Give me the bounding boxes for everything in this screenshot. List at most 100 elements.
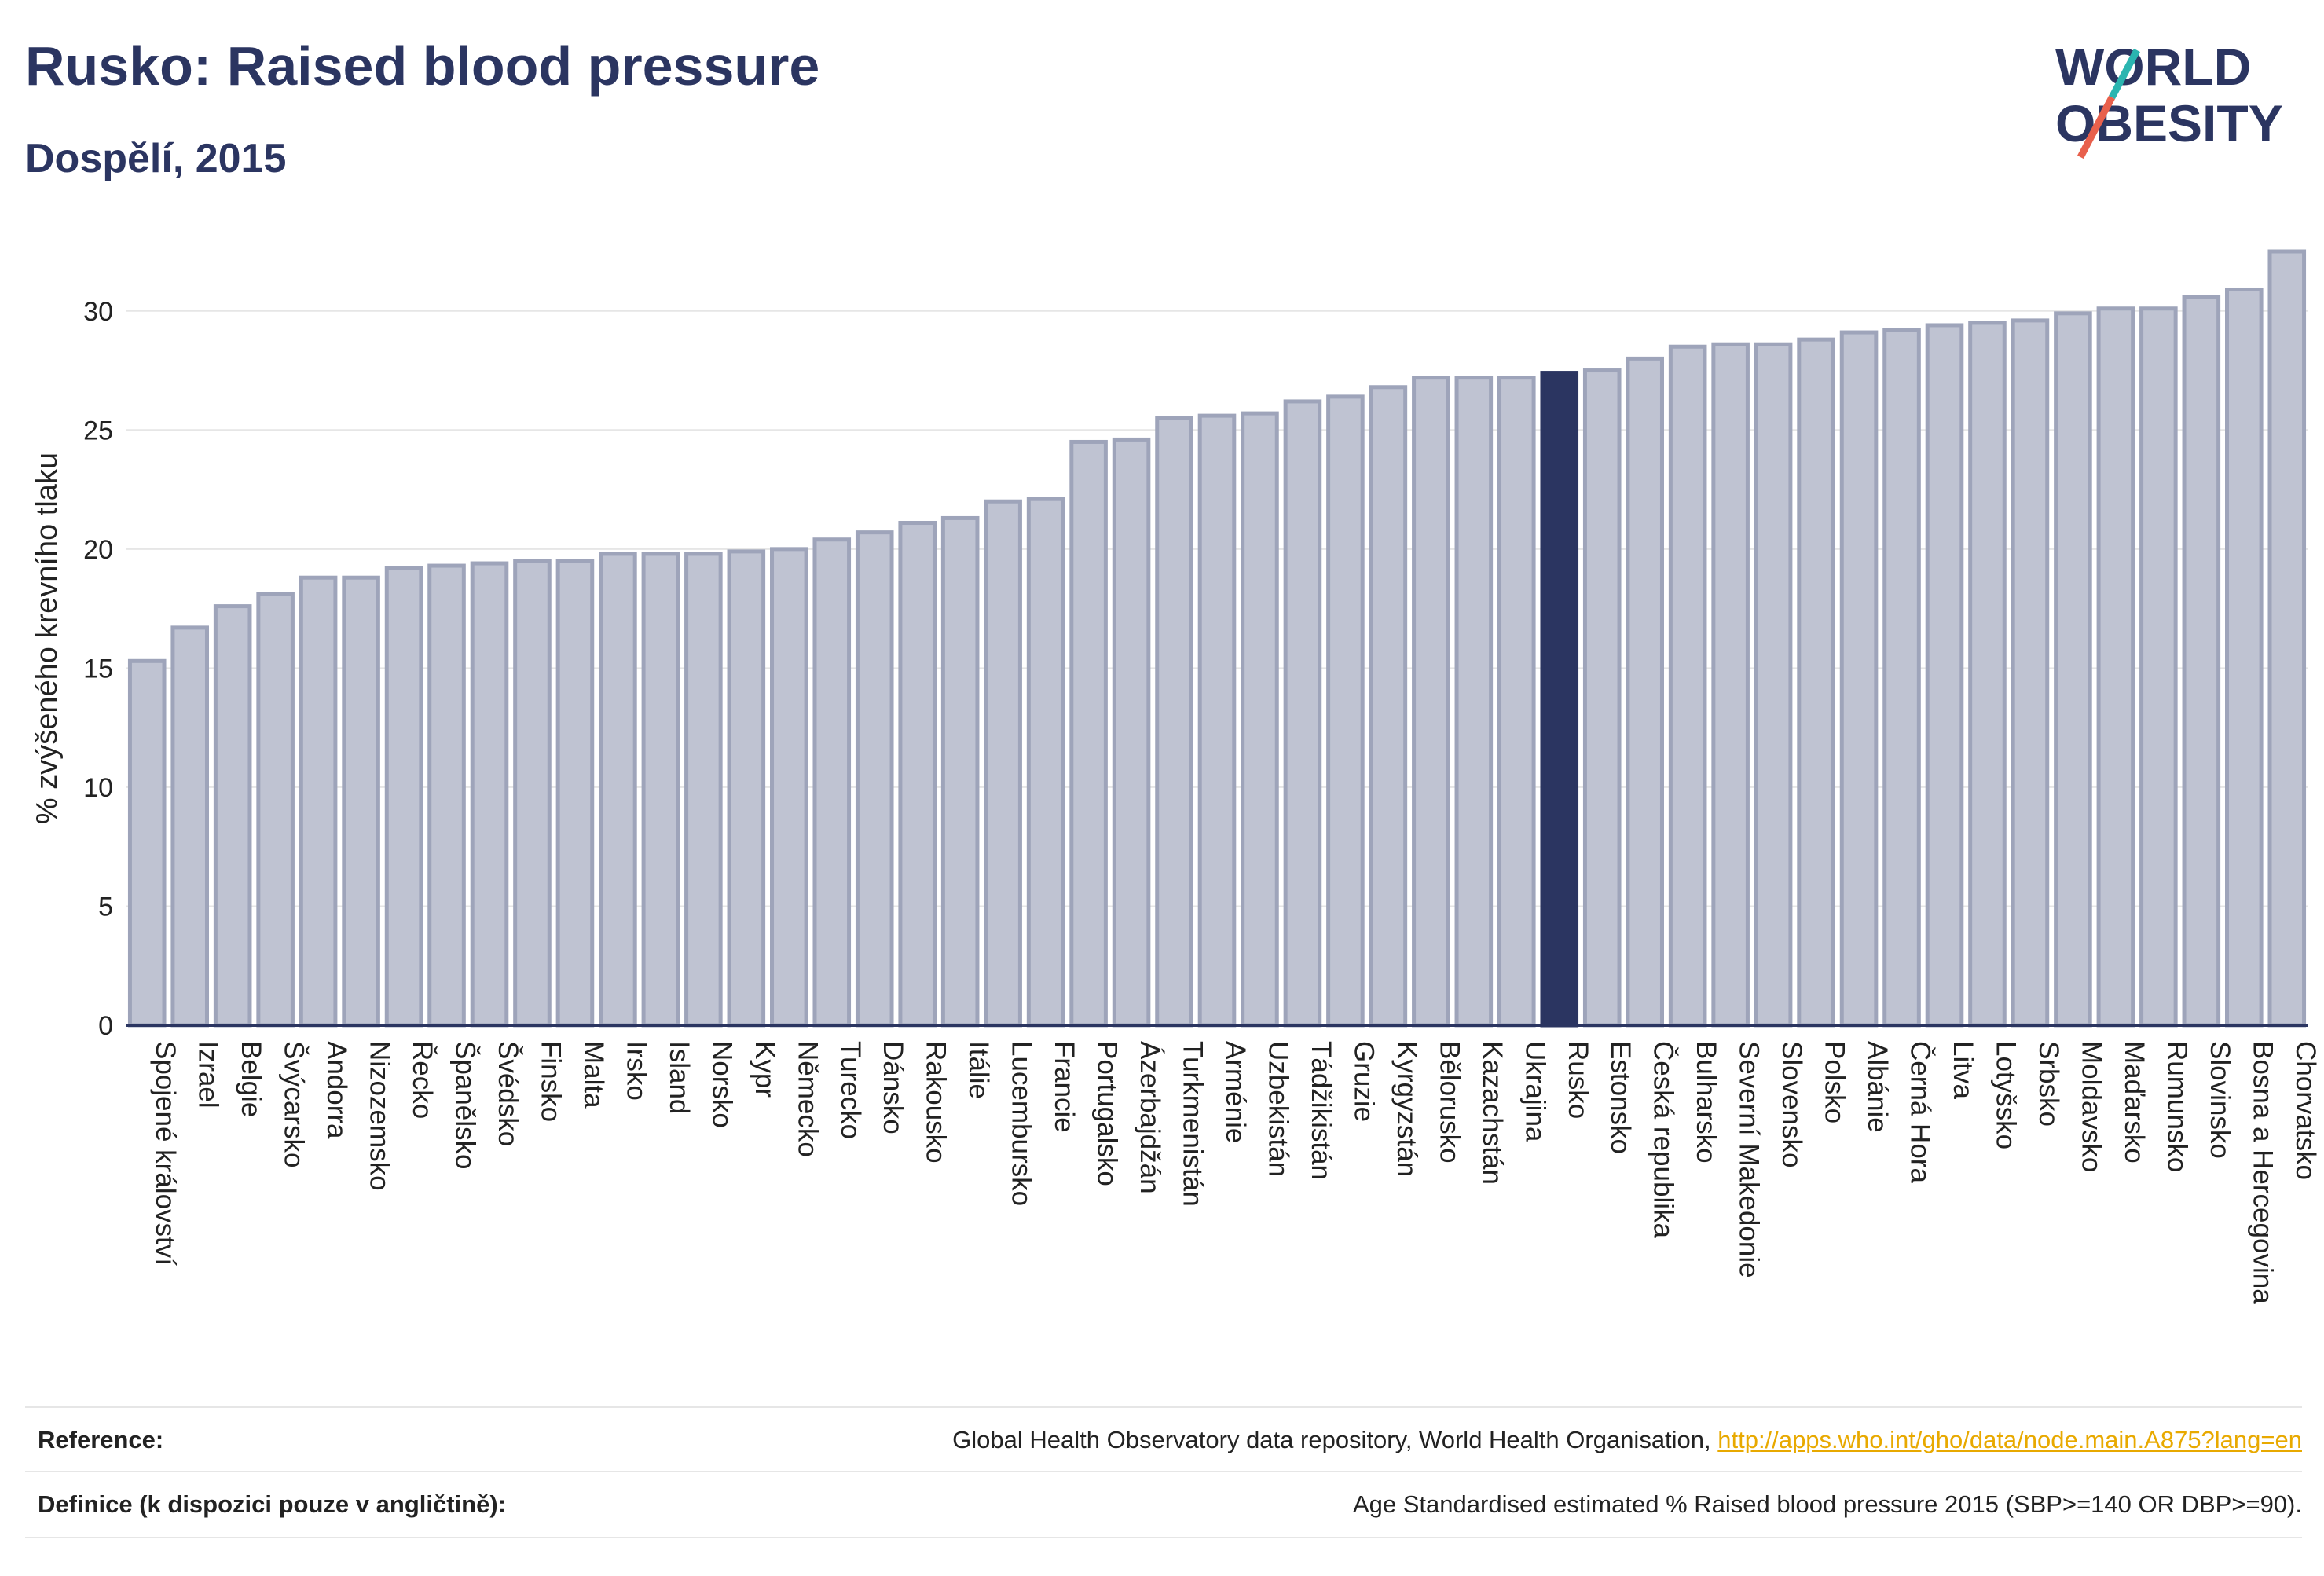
x-tick-label: Španělsko	[450, 1041, 481, 1169]
bar	[940, 515, 980, 1028]
y-tick-label: 20	[83, 535, 113, 565]
bar	[684, 552, 723, 1028]
x-tick-label: Lotyšsko	[1990, 1041, 2021, 1149]
logo-slash-top	[2109, 48, 2140, 100]
bar	[342, 575, 380, 1028]
y-tick-labels: 0 5 10 15 20 25 30	[83, 297, 113, 1041]
reference-link[interactable]: http://apps.who.int/gho/data/node.main.A…	[1717, 1426, 2302, 1453]
bar	[1839, 330, 1879, 1028]
bar	[213, 604, 252, 1028]
x-tick-label: Kazachstán	[1477, 1041, 1508, 1185]
x-tick-label: Irsko	[621, 1041, 651, 1101]
bar	[2011, 318, 2050, 1028]
x-tick-label: Norsko	[706, 1041, 737, 1128]
y-tick-label: 10	[83, 773, 113, 803]
bar	[384, 566, 423, 1028]
x-tick-label: Andorra	[321, 1041, 352, 1139]
bar	[1668, 344, 1707, 1028]
reference-label: Reference:	[38, 1426, 164, 1453]
x-tick-label: Bosna a Hercegovina	[2247, 1041, 2278, 1304]
x-tick-label: Řecko	[407, 1041, 438, 1119]
bar	[2267, 249, 2307, 1028]
x-tick-label: Turkmenistán	[1178, 1041, 1208, 1207]
x-tick-label: Estonsko	[1605, 1041, 1636, 1154]
bar	[2182, 295, 2221, 1028]
bar	[299, 575, 338, 1028]
definition-text: Age Standardised estimated % Raised bloo…	[1352, 1490, 2302, 1518]
bar	[2096, 306, 2135, 1028]
x-tick-label: Kyrgyzstán	[1391, 1041, 1422, 1177]
bar	[1197, 413, 1237, 1028]
x-tick-label: Moldavsko	[2076, 1041, 2106, 1172]
x-tick-label: Island	[664, 1041, 695, 1114]
x-tick-label: Kypr	[750, 1041, 780, 1098]
y-axis-label: % zvýšeného krevního tlaku	[31, 453, 64, 824]
bar	[1069, 439, 1108, 1028]
x-tick-label: Arménie	[1220, 1041, 1251, 1143]
bar	[513, 559, 552, 1028]
x-tick-label: Portugalsko	[1092, 1041, 1123, 1186]
x-tick-label: Tádžikistán	[1306, 1041, 1336, 1180]
bar	[1925, 323, 1964, 1028]
x-tick-label: Polsko	[1820, 1041, 1850, 1123]
bar	[1241, 411, 1279, 1028]
logo-slash-bottom	[2077, 95, 2115, 159]
bar	[984, 499, 1022, 1028]
reference-value: Global Health Observatory data repositor…	[952, 1426, 2302, 1454]
reference-text: Global Health Observatory data repositor…	[952, 1426, 1711, 1453]
bar	[1497, 376, 1536, 1028]
bar	[1711, 342, 1750, 1028]
definition-label: Definice (k dispozici pouze v angličtině…	[38, 1490, 506, 1518]
y-tick-label: 5	[98, 892, 113, 922]
x-tick-label: Bělorusko	[1434, 1041, 1464, 1164]
y-tick-label: 15	[83, 654, 113, 684]
bar	[256, 592, 295, 1028]
bar	[2054, 311, 2092, 1028]
logo-line1: WORLD	[2055, 38, 2251, 96]
x-tick-label: Švýcarsko	[279, 1041, 310, 1167]
y-tick-label: 30	[83, 297, 113, 327]
bar	[1026, 497, 1065, 1028]
bar	[1412, 376, 1450, 1028]
bar	[1454, 376, 1494, 1028]
x-tick-label: Gruzie	[1348, 1041, 1379, 1122]
bar	[470, 561, 509, 1028]
bar	[1326, 394, 1365, 1028]
x-tick-label: Ázerbajdžán	[1135, 1041, 1165, 1194]
x-tick-label: Uzbekistán	[1263, 1041, 1293, 1177]
x-tick-label: Dánsko	[878, 1041, 908, 1134]
x-tick-label: Lucembursko	[1006, 1041, 1037, 1206]
bar-highlight	[1540, 371, 1579, 1028]
x-tick-label: Nizozemsko	[365, 1041, 395, 1191]
bar	[898, 521, 937, 1028]
x-tick-label: Černá Hora	[1905, 1041, 1936, 1183]
x-tick-label: Belgie	[236, 1041, 266, 1117]
bar-chart: 0 5 10 15 20 25 30 Spojené království Izrael Bel…	[31, 249, 2321, 1304]
x-tick-label: Malta	[578, 1041, 609, 1109]
x-tick-label: Srbsko	[2033, 1041, 2064, 1127]
y-tick-label: 0	[98, 1011, 113, 1041]
x-tick-label: Slovensko	[1776, 1041, 1807, 1167]
bar	[1968, 321, 2007, 1028]
x-tick-label: Česká republika	[1648, 1041, 1679, 1238]
x-tick-label: Chorvatsko	[2290, 1041, 2321, 1180]
x-tick-label: Albánie	[1862, 1041, 1893, 1133]
x-tick-label: Itálie	[963, 1041, 994, 1099]
x-tick-label: Spojené království	[150, 1041, 181, 1266]
world-obesity-logo: WORLD OBESITY	[2055, 38, 2283, 159]
bar	[1369, 385, 1408, 1028]
x-tick-label: Ukrajina	[1519, 1041, 1550, 1142]
y-tick-label: 25	[83, 416, 113, 445]
x-tick-label: Švédsko	[493, 1041, 523, 1146]
bar	[427, 563, 466, 1028]
x-tick-label: Finsko	[535, 1041, 566, 1122]
bar	[170, 625, 209, 1028]
bar	[1797, 337, 1835, 1028]
x-tick-label: Rumunsko	[2161, 1041, 2192, 1172]
x-tick-label: Izrael	[193, 1041, 224, 1109]
bar	[812, 537, 852, 1028]
x-tick-label: Turecko	[835, 1041, 866, 1139]
x-tick-label: Bulharsko	[1691, 1041, 1721, 1164]
x-tick-label: Německo	[792, 1041, 823, 1157]
bar	[1754, 342, 1793, 1028]
